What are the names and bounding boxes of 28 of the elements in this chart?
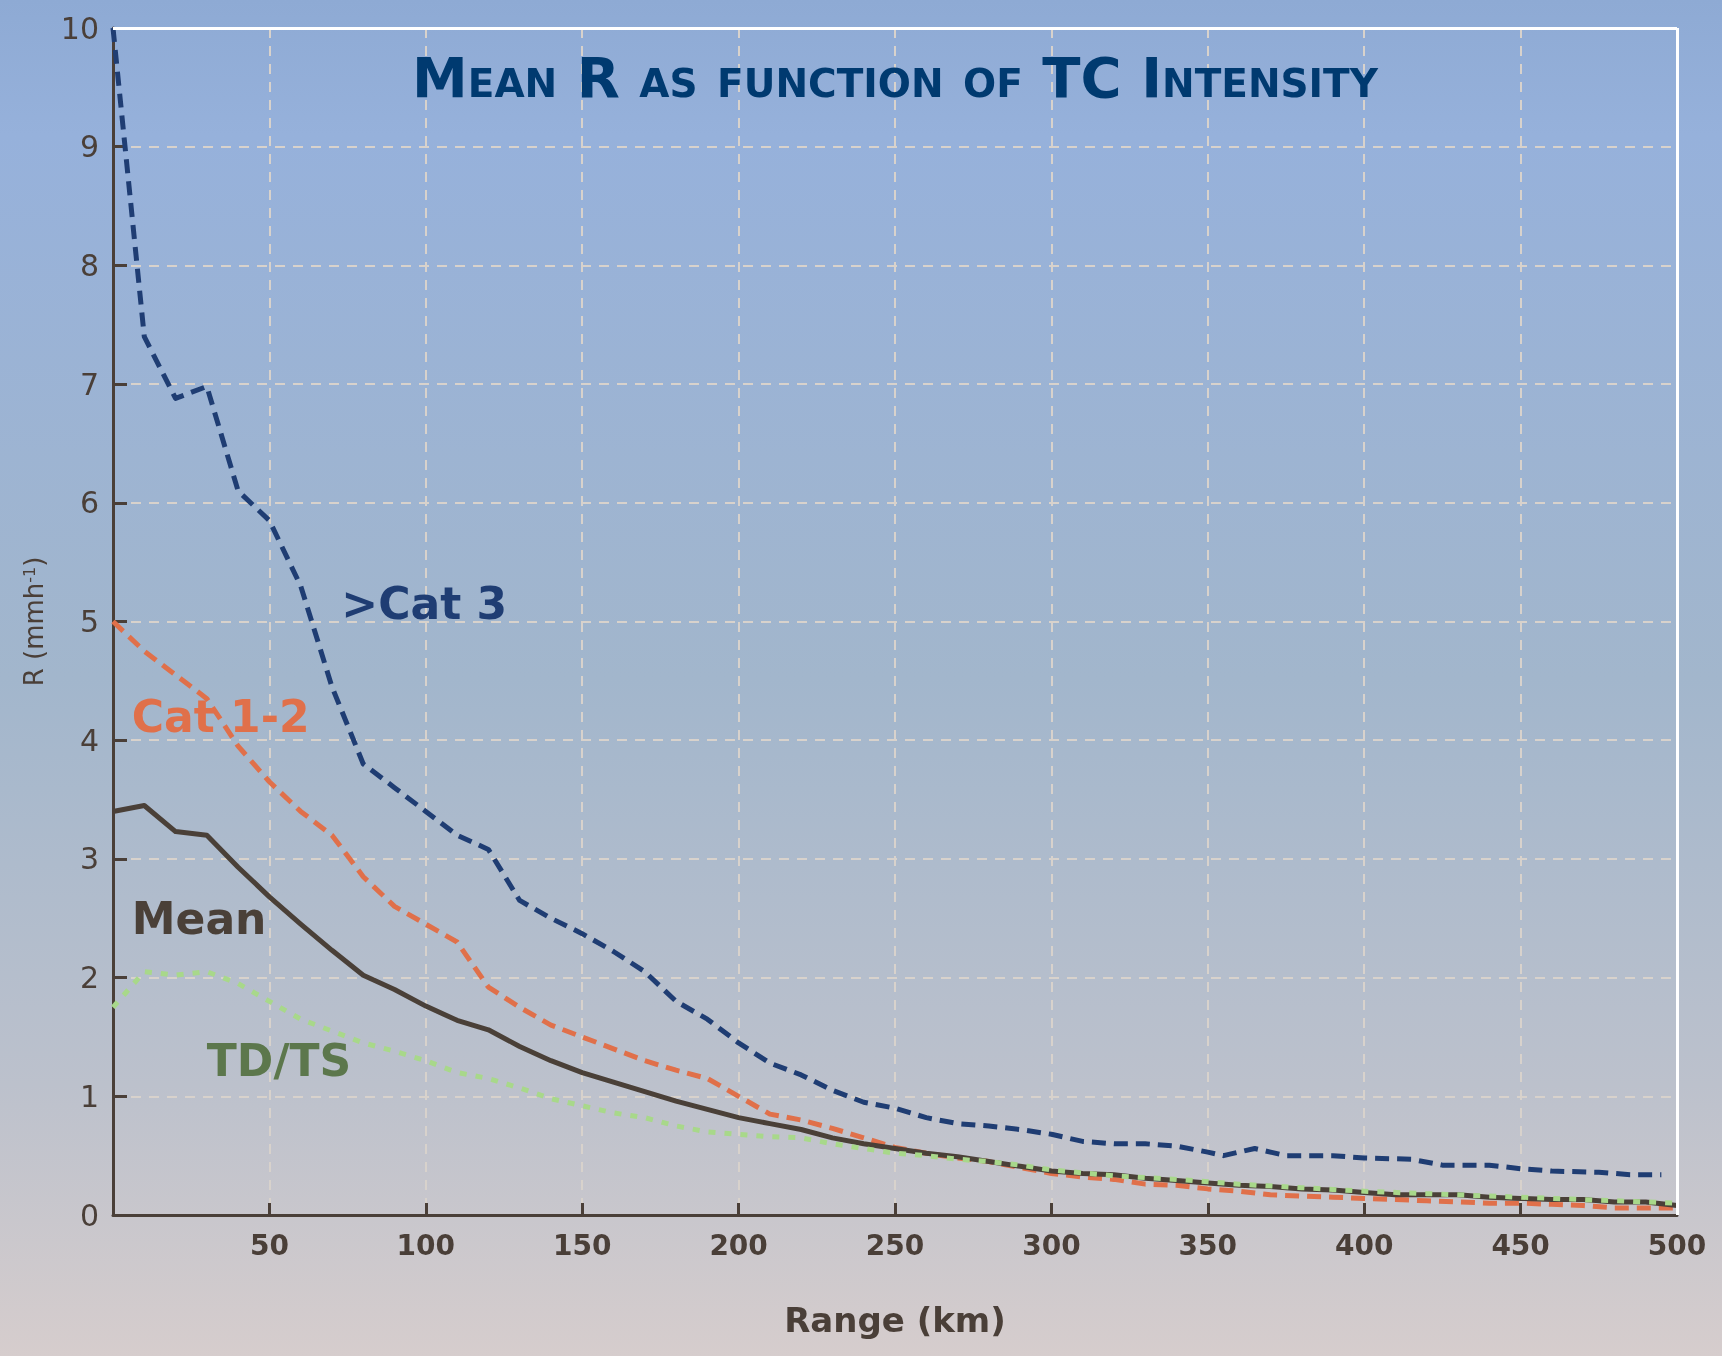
x-tick-label: 100 (396, 1228, 456, 1262)
y-tick-label: 9 (79, 129, 99, 165)
y-tick-label: 10 (60, 10, 99, 46)
y-tick-label: 8 (79, 247, 99, 283)
y-tick-label: 4 (79, 722, 99, 758)
chart-title: Mean R as function of TC Intensity (411, 45, 1379, 110)
series-label: >Cat 3 (341, 578, 508, 630)
x-axis-title: Range (km) (784, 1300, 1006, 1340)
x-tick-label: 250 (865, 1228, 925, 1262)
x-tick-label: 200 (709, 1228, 768, 1262)
series-label: Cat 1-2 (131, 690, 310, 742)
y-tick-label: 1 (79, 1078, 99, 1114)
x-tick-label: 450 (1491, 1228, 1550, 1262)
y-tick-label: 5 (79, 604, 99, 639)
x-tick-label: 150 (552, 1228, 612, 1262)
y-axis-title: R (mmh-1) (19, 556, 49, 687)
y-tick-label: 0 (79, 1197, 99, 1233)
x-tick-label: 300 (1022, 1228, 1081, 1262)
series-label: Mean (131, 892, 267, 944)
series-label: TD/TS (206, 1035, 352, 1087)
y-tick-label: 2 (79, 960, 99, 996)
x-tick-label: 400 (1334, 1228, 1394, 1262)
x-tick-label: 50 (249, 1228, 289, 1262)
x-tick-label: 500 (1647, 1228, 1707, 1262)
y-tick-label: 3 (79, 841, 99, 877)
x-tick-label: 350 (1178, 1228, 1238, 1262)
y-tick-label: 7 (79, 366, 99, 402)
y-tick-label: 6 (79, 485, 99, 521)
